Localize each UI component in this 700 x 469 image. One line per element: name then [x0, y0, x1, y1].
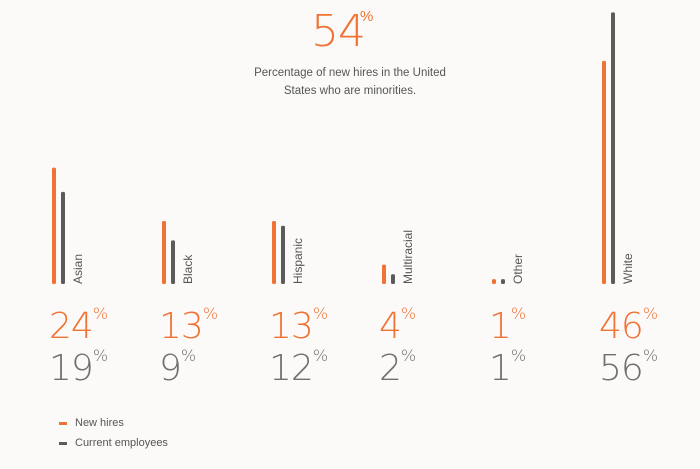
headline-unit: % [360, 8, 374, 25]
bar-multiracial-current [391, 274, 395, 284]
value-label-asian-current: 19% [49, 346, 109, 389]
value-label-black-current: 9% [159, 346, 197, 389]
category-label-other: Other [511, 254, 525, 284]
value-label-other-current: 1% [489, 346, 527, 389]
bar-hispanic-new-hires [272, 220, 276, 284]
value-label-hispanic-new-hires: 13% [269, 304, 329, 347]
value-label-hispanic-current: 12% [269, 346, 329, 389]
legend-swatch-new-hires [59, 421, 67, 425]
value-label-asian-new-hires: 24% [49, 304, 109, 347]
legend-item-current: Current employees [59, 437, 168, 449]
bar-multiracial-new-hires [382, 264, 386, 284]
legend-item-new-hires: New hires [59, 417, 124, 429]
bar-white-new-hires [602, 60, 606, 285]
category-label-white: White [621, 253, 635, 284]
value-label-multiracial-current: 2% [379, 346, 417, 389]
legend-label-new-hires: New hires [75, 417, 124, 429]
bar-black-current [171, 240, 175, 284]
bar-hispanic-current [281, 225, 285, 284]
category-label-black: Black [181, 254, 195, 284]
value-label-white-current: 56% [599, 346, 659, 389]
value-label-black-new-hires: 13% [159, 304, 219, 347]
bar-black-new-hires [162, 220, 166, 284]
category-label-multiracial: Multiracial [401, 230, 415, 284]
value-label-multiracial-new-hires: 4% [379, 304, 417, 347]
headline: 54 % Percentage of new hires in the Unit… [0, 0, 700, 97]
bar-asian-new-hires [52, 167, 56, 284]
value-label-other-new-hires: 1% [489, 304, 527, 347]
bar-other-new-hires [492, 279, 496, 284]
bar-other-current [501, 279, 505, 284]
subtitle: Percentage of new hires in the United St… [254, 67, 446, 97]
bar-asian-current [61, 191, 65, 284]
category-label-hispanic: Hispanic [291, 238, 305, 284]
legend-swatch-current [59, 441, 67, 445]
headline-value: 54 [311, 6, 366, 57]
category-label-asian: Asian [71, 254, 85, 284]
bar-white-current [611, 12, 615, 285]
value-label-white-new-hires: 46% [599, 304, 659, 347]
bar-chart: Asian Black Hispanic Multiracial Other White [52, 12, 635, 285]
legend-label-current: Current employees [75, 437, 168, 449]
